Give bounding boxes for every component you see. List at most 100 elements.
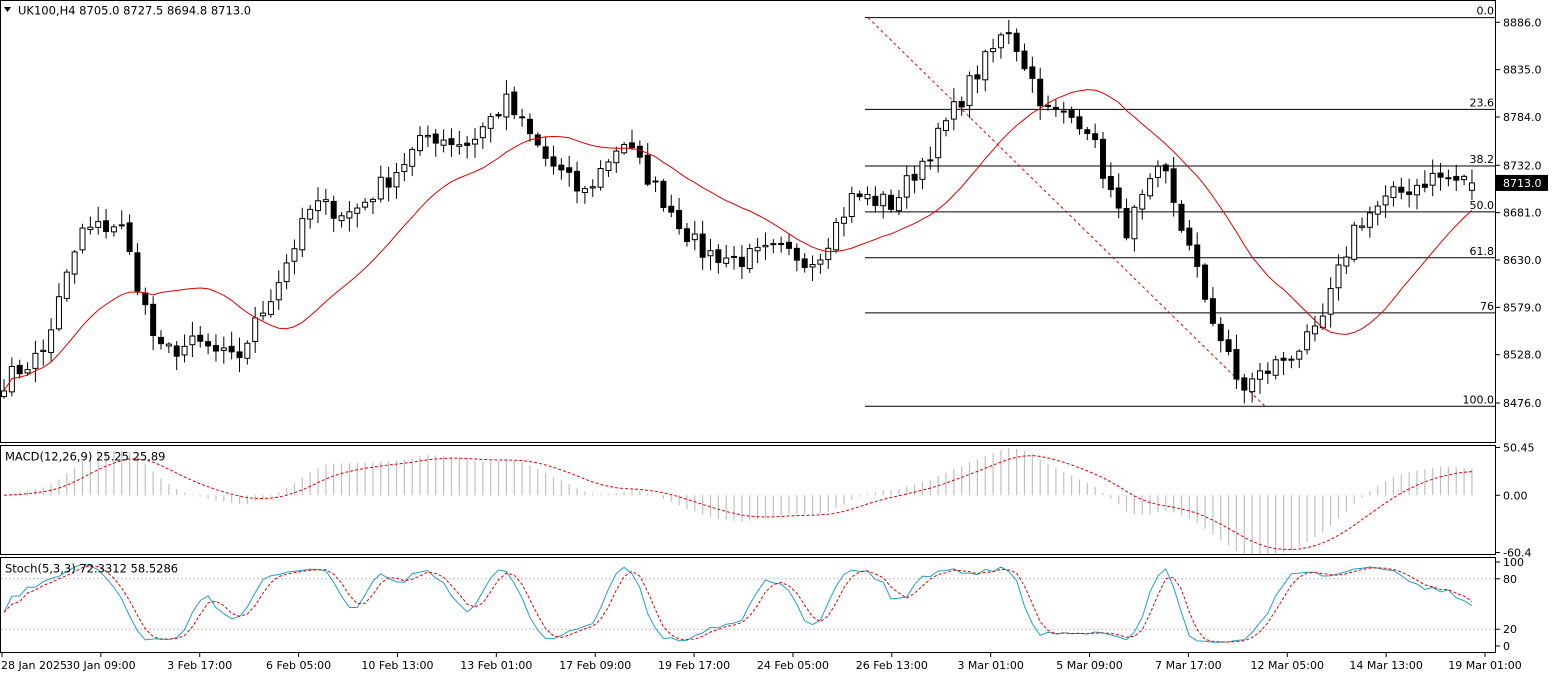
- bull-candle: [982, 51, 989, 81]
- bull-candle: [903, 175, 910, 198]
- bull-candle: [1414, 184, 1420, 196]
- bear-candle: [1406, 191, 1413, 195]
- bull-candle: [307, 208, 314, 220]
- stoch-tick-label: 100: [1503, 556, 1524, 569]
- bear-candle: [793, 247, 800, 261]
- bear-candle: [103, 220, 110, 232]
- stoch-tick-label: 80: [1503, 573, 1517, 586]
- bull-candle: [1374, 205, 1381, 215]
- bear-candle: [236, 351, 243, 359]
- bear-candle: [197, 334, 204, 342]
- time-tick-label: 26 Feb 13:00: [856, 659, 928, 672]
- bull-candle: [1296, 350, 1303, 360]
- bear-candle: [1092, 133, 1099, 141]
- time-tick-label: 12 Mar 05:00: [1251, 659, 1324, 672]
- time-tick-label: 14 Mar 13:00: [1349, 659, 1422, 672]
- bull-candle: [864, 193, 871, 200]
- bear-candle: [1170, 168, 1177, 203]
- bull-candle: [880, 193, 887, 207]
- bull-candle: [440, 139, 447, 146]
- bull-candle: [1390, 186, 1397, 198]
- moving-average: [3, 89, 1473, 392]
- bull-candle: [840, 216, 847, 224]
- bear-candle: [1076, 116, 1083, 130]
- bull-candle: [362, 201, 369, 208]
- bear-candle: [1162, 164, 1169, 172]
- bull-candle: [581, 188, 588, 193]
- bear-candle: [872, 195, 879, 207]
- bear-candle: [786, 241, 792, 249]
- bull-candle: [1154, 165, 1161, 178]
- bear-candle: [1021, 50, 1028, 70]
- bull-candle: [299, 218, 306, 251]
- bull-candle: [40, 349, 47, 352]
- bear-candle: [173, 345, 180, 357]
- time-tick-label: 17 Feb 09:00: [559, 659, 631, 672]
- fibonacci-retracement[interactable]: 0.0 23.6 38.2 50.0 61.8 76 100.0: [865, 5, 1495, 407]
- bear-candle: [738, 256, 745, 267]
- bull-candle: [770, 243, 777, 246]
- time-tick-label: 7 Mar 17:00: [1155, 659, 1221, 672]
- bull-candle: [479, 126, 486, 139]
- bull-candle: [63, 271, 70, 299]
- bear-candle: [958, 100, 965, 108]
- bull-candle: [817, 259, 824, 265]
- bull-candle: [990, 48, 997, 53]
- bull-candle: [966, 75, 973, 107]
- bull-candle: [1249, 378, 1256, 393]
- bear-candle: [126, 222, 133, 252]
- bull-candle: [165, 343, 172, 347]
- bull-candle: [220, 347, 227, 351]
- bear-candle: [1209, 298, 1216, 324]
- bull-candle: [825, 247, 832, 261]
- stochastic-indicator: 100 80 20 0: [1, 556, 1524, 653]
- bull-candle: [377, 176, 384, 200]
- bear-candle: [731, 255, 738, 258]
- bear-candle: [550, 156, 557, 167]
- bear-candle: [134, 252, 141, 292]
- bear-candle: [660, 180, 667, 208]
- bear-candle: [856, 193, 863, 198]
- bull-candle: [1461, 175, 1468, 181]
- bull-candle: [833, 222, 840, 251]
- bull-candle: [48, 329, 55, 353]
- bull-candle: [1060, 110, 1067, 113]
- bull-candle: [315, 200, 321, 212]
- bull-candle: [1445, 177, 1452, 180]
- bull-candle: [472, 138, 478, 145]
- bull-candle: [1139, 194, 1146, 210]
- bull-candle: [950, 101, 957, 120]
- bull-candle: [997, 34, 1004, 49]
- fib-level-label: 76: [1480, 300, 1494, 313]
- price-tick-label: 8886.0: [1503, 16, 1542, 29]
- fib-level-label: 50.0: [1470, 199, 1495, 212]
- bull-candle: [895, 197, 902, 212]
- symbol-ohlc-label: UK100,H4 8705.0 8727.5 8694.8 8713.0: [18, 4, 251, 18]
- triangle-down-icon[interactable]: [4, 7, 11, 12]
- bull-candle: [118, 224, 125, 227]
- bear-candle: [1107, 175, 1114, 191]
- time-tick-label: 13 Feb 01:00: [460, 659, 532, 672]
- current-price-label: 8713.0: [1503, 177, 1542, 190]
- bull-candle: [322, 199, 329, 203]
- time-tick-label: 30 Jan 09:00: [66, 659, 136, 672]
- fib-level-label: 38.2: [1470, 153, 1495, 166]
- bull-candle: [417, 135, 424, 152]
- bull-candle: [778, 242, 785, 245]
- bull-candle: [354, 207, 361, 214]
- time-tick-label: 19 Mar 01:00: [1448, 659, 1521, 672]
- macd-indicator: 50.45 0.00 -60.4: [3, 441, 1535, 559]
- bull-candle: [32, 352, 39, 369]
- bear-candle: [1013, 32, 1020, 52]
- bear-candle: [432, 133, 439, 144]
- bull-candle: [275, 282, 282, 301]
- bear-candle: [205, 341, 212, 347]
- bear-candle: [212, 345, 219, 352]
- price-tick-label: 8732.0: [1503, 159, 1542, 172]
- bull-candle: [1327, 288, 1334, 315]
- axes: 8886.0 8835.0 8784.0 8732.0 8681.0 8630.0 8579…: [1, 16, 1548, 672]
- bear-candle: [330, 200, 337, 219]
- macd-tick-label: 0.00: [1503, 489, 1528, 502]
